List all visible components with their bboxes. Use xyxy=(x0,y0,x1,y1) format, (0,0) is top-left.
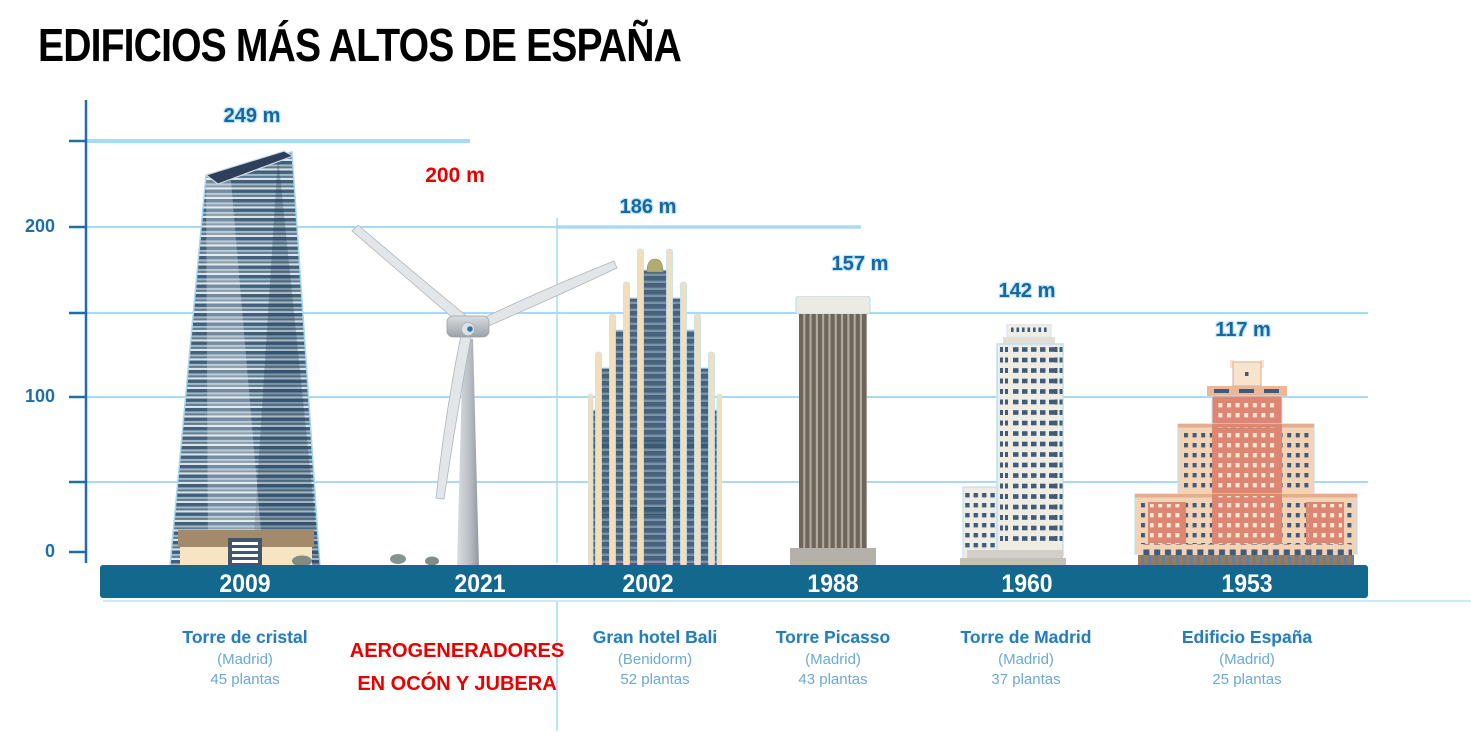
page-title: EDIFICIOS MÁS ALTOS DE ESPAÑA xyxy=(38,19,682,71)
torre-de-madrid-illustration xyxy=(960,324,1066,566)
wind-farm-label-line2: EN OCÓN Y JUBERA xyxy=(357,673,557,695)
gran-hotel-bali-illustration xyxy=(588,248,722,566)
year-label-1988: 1988 xyxy=(807,570,859,598)
y-axis xyxy=(69,100,88,563)
height-label-torre-de-madrid: 142 m xyxy=(998,280,1056,302)
building-location: (Madrid) xyxy=(998,651,1054,668)
building-name: Torre Picasso xyxy=(775,627,891,647)
building-name: Torre de cristal xyxy=(182,627,308,647)
caption-edificio-espana: Edificio España (Madrid) 25 plantas xyxy=(1142,627,1352,688)
turbine-blade xyxy=(435,334,472,500)
height-label-gran-hotel-bali: 186 m xyxy=(619,196,677,218)
timeline-bar xyxy=(100,565,1368,598)
bush-icon xyxy=(425,556,439,566)
building-location: (Madrid) xyxy=(217,651,273,668)
height-label-torre-picasso: 157 m xyxy=(831,253,889,275)
y-tick-200: 200 xyxy=(24,216,55,236)
caption-aerogeneradores: AEROGENERADORES EN OCÓN Y JUBERA xyxy=(327,635,587,701)
building-name: Gran hotel Bali xyxy=(592,627,718,647)
height-label-aerogeneradores: 200 m xyxy=(425,164,485,187)
building-floors: 52 plantas xyxy=(620,671,690,688)
height-label-edificio-espana: 117 m xyxy=(1215,319,1271,341)
building-floors: 45 plantas xyxy=(210,671,280,688)
edificio-espana-illustration xyxy=(1134,360,1358,566)
year-label-2021: 2021 xyxy=(454,570,506,598)
caption-gran-hotel-bali: Gran hotel Bali (Benidorm) 52 plantas xyxy=(550,627,760,688)
bush-icon xyxy=(292,555,312,566)
building-name: Edificio España xyxy=(1181,627,1313,647)
torre-de-cristal-illustration xyxy=(169,150,321,566)
building-location: (Madrid) xyxy=(805,651,861,668)
turbine-blade xyxy=(476,260,618,331)
building-location: (Benidorm) xyxy=(617,651,693,668)
wind-turbine-illustration xyxy=(292,224,618,566)
year-label-1960: 1960 xyxy=(1001,570,1053,598)
year-label-2002: 2002 xyxy=(622,570,674,598)
bush-icon xyxy=(390,554,406,564)
y-tick-0: 0 xyxy=(44,541,55,561)
y-tick-100: 100 xyxy=(24,386,55,406)
year-label-1953: 1953 xyxy=(1221,570,1273,598)
building-floors: 25 plantas xyxy=(1212,671,1282,688)
turbine-blade xyxy=(351,224,470,326)
caption-torre-de-madrid: Torre de Madrid (Madrid) 37 plantas xyxy=(921,627,1131,688)
torre-picasso-illustration xyxy=(790,296,876,566)
caption-torre-de-cristal: Torre de cristal (Madrid) 45 plantas xyxy=(140,627,350,688)
building-floors: 37 plantas xyxy=(991,671,1061,688)
caption-torre-picasso: Torre Picasso (Madrid) 43 plantas xyxy=(728,627,938,688)
year-label-2009: 2009 xyxy=(219,570,271,598)
building-location: (Madrid) xyxy=(1219,651,1275,668)
building-floors: 43 plantas xyxy=(798,671,868,688)
wind-farm-label-line1: AEROGENERADORES xyxy=(349,640,565,662)
height-label-torre-de-cristal: 249 m xyxy=(223,105,281,127)
building-name: Torre de Madrid xyxy=(960,627,1092,647)
